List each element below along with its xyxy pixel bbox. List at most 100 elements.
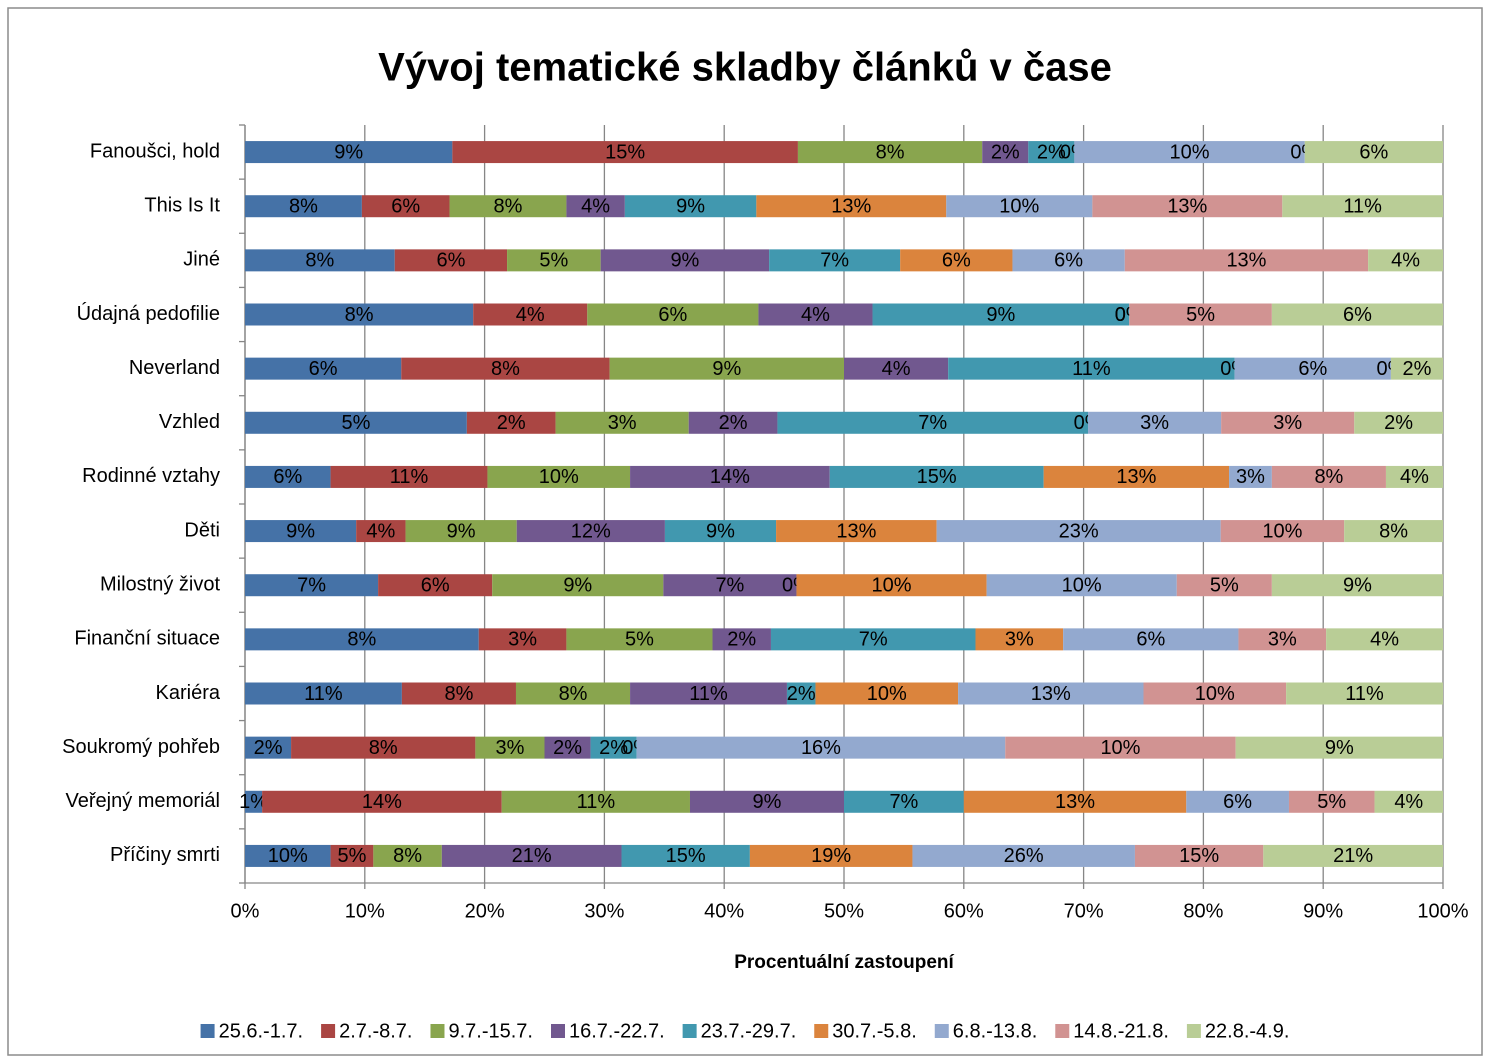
data-label: 11% bbox=[1345, 683, 1384, 705]
bar-segment bbox=[487, 465, 631, 488]
data-label: 8% bbox=[494, 195, 523, 217]
bar-segment bbox=[1390, 357, 1443, 380]
bar-segment bbox=[844, 357, 949, 380]
bar-segment bbox=[712, 628, 771, 651]
x-tick-label: 10% bbox=[345, 900, 385, 922]
y-tick-label: Milostný život bbox=[100, 573, 220, 595]
data-label: 11% bbox=[390, 466, 429, 488]
data-label: 2% bbox=[599, 737, 628, 759]
data-label: 11% bbox=[304, 683, 343, 705]
legend-swatch bbox=[321, 1024, 336, 1038]
bar-segment bbox=[566, 628, 713, 651]
data-label: 6% bbox=[1054, 250, 1083, 272]
data-label: 8% bbox=[559, 683, 588, 705]
data-label: 3% bbox=[608, 412, 637, 434]
bar-segment bbox=[245, 249, 395, 272]
data-label: 6% bbox=[1298, 358, 1327, 380]
bar-segment bbox=[245, 628, 479, 651]
data-label: 11% bbox=[577, 791, 616, 813]
bar-segment bbox=[844, 790, 964, 813]
x-tick-label: 70% bbox=[1064, 900, 1104, 922]
bar-segment bbox=[475, 736, 545, 759]
y-tick-label: This Is It bbox=[144, 194, 220, 216]
data-label: 7% bbox=[297, 574, 326, 596]
bar-segment bbox=[330, 465, 488, 488]
x-tick-label: 40% bbox=[704, 900, 744, 922]
data-label: 8% bbox=[289, 195, 318, 217]
bar-segment bbox=[796, 574, 987, 597]
data-label: 26% bbox=[1004, 845, 1044, 867]
data-label: 5% bbox=[539, 250, 568, 272]
data-label: 4% bbox=[882, 358, 911, 380]
data-label: 4% bbox=[366, 520, 395, 542]
bar-segment bbox=[501, 790, 690, 813]
data-label: 10% bbox=[1062, 574, 1102, 596]
bar-segment bbox=[1221, 411, 1355, 434]
data-label: 5% bbox=[1317, 791, 1346, 813]
bar-segment bbox=[245, 141, 453, 164]
bar-segment bbox=[1229, 465, 1272, 488]
data-label: 11% bbox=[1072, 358, 1111, 380]
y-tick-label: Příčiny smrti bbox=[110, 844, 220, 866]
bar-segment bbox=[555, 411, 689, 434]
data-label: 6% bbox=[436, 250, 465, 272]
data-label: 5% bbox=[1186, 304, 1215, 326]
data-label: 9% bbox=[986, 304, 1015, 326]
bar-segment bbox=[1220, 520, 1345, 543]
data-label: 9% bbox=[670, 250, 699, 272]
data-label: 10% bbox=[539, 466, 579, 488]
bar-segment bbox=[1282, 195, 1443, 218]
data-label: 8% bbox=[305, 250, 334, 272]
bar-segment bbox=[245, 790, 263, 813]
data-label: 2% bbox=[1037, 141, 1066, 163]
bar-segment bbox=[245, 303, 474, 326]
data-label: 6% bbox=[942, 250, 971, 272]
data-label: 11% bbox=[1343, 195, 1382, 217]
bar-segment bbox=[441, 844, 622, 867]
bar-segment bbox=[1088, 411, 1222, 434]
bar-segment bbox=[1012, 249, 1125, 272]
data-label: 9% bbox=[753, 791, 782, 813]
bar-segment bbox=[405, 520, 517, 543]
bar-segment bbox=[245, 195, 362, 218]
y-tick-label: Soukromý pohřeb bbox=[62, 736, 220, 758]
y-tick-label: Neverland bbox=[129, 357, 220, 379]
bar-segment bbox=[1129, 303, 1272, 326]
bar-segment bbox=[394, 249, 508, 272]
bar-segment bbox=[1005, 736, 1236, 759]
x-tick-label: 30% bbox=[584, 900, 624, 922]
data-label: 2% bbox=[719, 412, 748, 434]
bar-segment bbox=[1374, 790, 1443, 813]
data-label: 14% bbox=[710, 466, 750, 488]
bar-segment bbox=[1235, 736, 1443, 759]
data-label: 6% bbox=[273, 466, 302, 488]
bar-segment bbox=[245, 357, 402, 380]
data-label: 4% bbox=[581, 195, 610, 217]
bar-segment bbox=[829, 465, 1044, 488]
x-tick-label: 50% bbox=[824, 900, 864, 922]
bar-segment bbox=[330, 844, 374, 867]
bar-segment bbox=[630, 682, 787, 705]
data-label: 15% bbox=[605, 141, 645, 163]
bar-segment bbox=[663, 574, 797, 597]
legend-swatch bbox=[682, 1024, 697, 1038]
data-label: 8% bbox=[1379, 520, 1408, 542]
data-label: 12% bbox=[571, 520, 611, 542]
data-label: 9% bbox=[447, 520, 476, 542]
data-label: 4% bbox=[1400, 466, 1429, 488]
bar-segment bbox=[872, 303, 1130, 326]
bar-segment bbox=[621, 844, 750, 867]
legend-label: 23.7.-29.7. bbox=[701, 1020, 797, 1042]
y-tick-label: Vzhled bbox=[159, 411, 220, 433]
bar-segment bbox=[948, 357, 1235, 380]
data-label: 3% bbox=[1273, 412, 1302, 434]
x-axis-label: Procentuální zastoupení bbox=[734, 952, 954, 973]
data-label: 2% bbox=[553, 737, 582, 759]
data-label: 3% bbox=[1236, 466, 1265, 488]
bar-segment bbox=[1385, 465, 1443, 488]
data-label: 9% bbox=[563, 574, 592, 596]
data-label: 8% bbox=[345, 304, 374, 326]
legend-swatch bbox=[430, 1024, 445, 1038]
bar-segment bbox=[975, 628, 1064, 651]
